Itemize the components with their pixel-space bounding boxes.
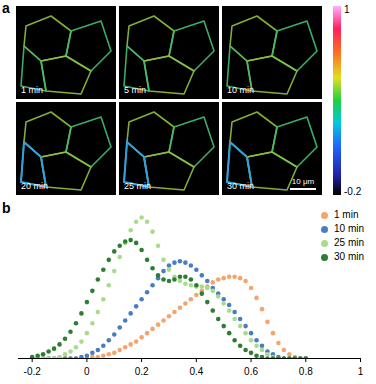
svg-text:-0.2: -0.2 xyxy=(344,186,362,197)
svg-text:0.6: 0.6 xyxy=(244,366,258,377)
svg-text:1: 1 xyxy=(358,366,364,377)
svg-text:0: 0 xyxy=(84,366,90,377)
svg-text:30 min: 30 min xyxy=(227,181,254,191)
svg-text:1 min: 1 min xyxy=(21,85,43,95)
html-text:30 min: 30 min xyxy=(334,251,364,262)
svg-text:25 min: 25 min xyxy=(124,181,151,191)
html-text:10 min: 10 min xyxy=(334,223,364,234)
html-text:25 min: 25 min xyxy=(334,237,364,248)
svg-text:10 μm: 10 μm xyxy=(292,177,315,186)
svg-text:0.8: 0.8 xyxy=(299,366,313,377)
html-text:b: b xyxy=(2,200,11,216)
svg-text:1: 1 xyxy=(344,4,350,15)
html-text:a: a xyxy=(2,0,10,16)
svg-text:20 min: 20 min xyxy=(21,181,48,191)
svg-text:10 min: 10 min xyxy=(227,85,254,95)
svg-text:0.4: 0.4 xyxy=(189,366,203,377)
html-text:1 min: 1 min xyxy=(334,209,359,220)
svg-text:0.2: 0.2 xyxy=(135,366,149,377)
svg-text:-0.2: -0.2 xyxy=(24,366,42,377)
svg-text:5 min: 5 min xyxy=(124,85,146,95)
